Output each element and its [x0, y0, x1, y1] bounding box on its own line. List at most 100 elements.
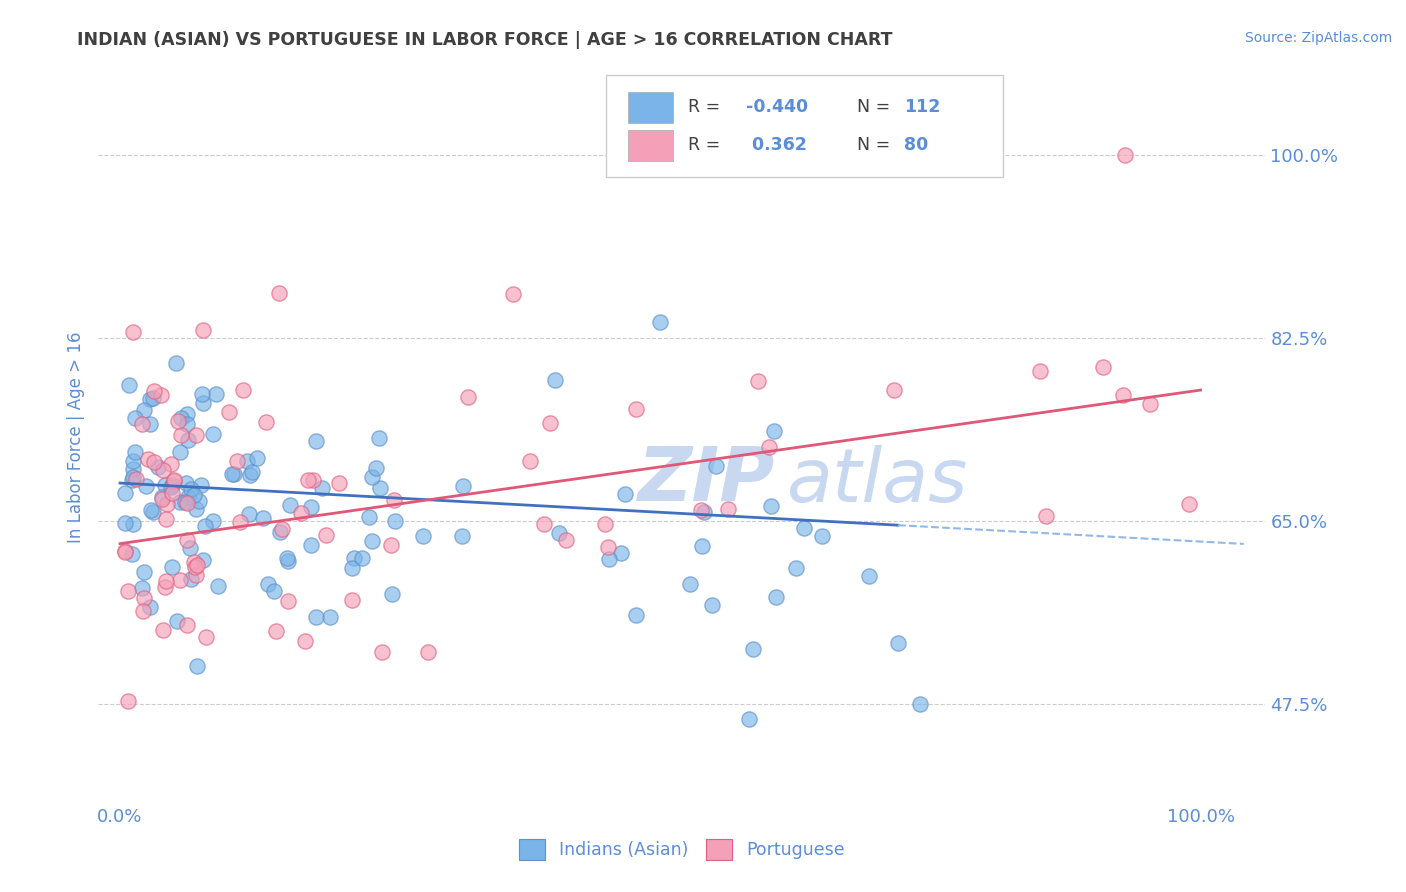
Point: [271, 522, 294, 536]
Point: [142, 455, 165, 469]
Y-axis label: In Labor Force | Age > 16: In Labor Force | Age > 16: [66, 331, 84, 543]
Point: [136, 451, 159, 466]
Point: [169, 494, 191, 508]
Point: [176, 407, 198, 421]
Text: N =: N =: [858, 98, 896, 116]
Point: [176, 533, 198, 547]
Point: [368, 431, 391, 445]
Point: [738, 712, 761, 726]
Point: [328, 475, 350, 490]
Point: [131, 417, 153, 431]
Text: 0.362: 0.362: [747, 136, 807, 154]
Legend: Indians (Asian), Portuguese: Indians (Asian), Portuguese: [512, 832, 852, 867]
Point: [519, 812, 541, 826]
Point: [114, 543, 136, 558]
Point: [278, 498, 301, 512]
Point: [221, 467, 243, 482]
Point: [180, 572, 202, 586]
Point: [160, 480, 183, 494]
Point: [598, 540, 620, 554]
Point: [717, 501, 740, 516]
Point: [340, 560, 363, 574]
Point: [194, 518, 217, 533]
Point: [176, 496, 198, 510]
Point: [364, 461, 387, 475]
Point: [121, 547, 143, 561]
Point: [148, 459, 170, 474]
Point: [232, 383, 254, 397]
Point: [228, 515, 250, 529]
Text: INDIAN (ASIAN) VS PORTUGUESE IN LABOR FORCE | AGE > 16 CORRELATION CHART: INDIAN (ASIAN) VS PORTUGUESE IN LABOR FO…: [77, 31, 893, 49]
Point: [139, 417, 162, 431]
Point: [276, 551, 298, 566]
Point: [294, 633, 316, 648]
Point: [626, 401, 648, 416]
Point: [811, 529, 834, 543]
Point: [225, 454, 247, 468]
Point: [858, 569, 880, 583]
Point: [257, 576, 280, 591]
Point: [195, 630, 218, 644]
Point: [176, 417, 198, 432]
Point: [124, 472, 146, 486]
Point: [613, 487, 636, 501]
Point: [193, 553, 215, 567]
Point: [382, 492, 405, 507]
Point: [593, 517, 616, 532]
Point: [180, 482, 202, 496]
Point: [263, 583, 285, 598]
Point: [138, 600, 160, 615]
Point: [155, 512, 177, 526]
Point: [277, 594, 299, 608]
Point: [269, 286, 291, 301]
Point: [360, 534, 382, 549]
Point: [252, 511, 274, 525]
Point: [264, 624, 287, 638]
Point: [315, 528, 337, 542]
Point: [191, 396, 214, 410]
Point: [117, 694, 139, 708]
Point: [121, 469, 143, 483]
Point: [183, 560, 205, 574]
Point: [186, 567, 208, 582]
Point: [1114, 148, 1136, 162]
Point: [152, 462, 174, 476]
Point: [785, 561, 807, 575]
Point: [177, 433, 200, 447]
Point: [1091, 359, 1114, 374]
Point: [361, 470, 384, 484]
Point: [239, 468, 262, 483]
FancyBboxPatch shape: [628, 92, 672, 122]
Point: [183, 488, 205, 502]
Point: [204, 386, 226, 401]
Point: [207, 579, 229, 593]
Point: [132, 566, 155, 580]
Point: [368, 481, 391, 495]
Point: [114, 485, 136, 500]
Point: [690, 539, 713, 553]
Point: [165, 356, 187, 370]
Point: [190, 478, 212, 492]
Point: [160, 457, 183, 471]
Point: [624, 607, 647, 622]
Point: [155, 574, 177, 589]
Point: [538, 417, 561, 431]
Point: [218, 405, 240, 419]
Point: [304, 609, 326, 624]
Point: [692, 505, 714, 519]
Point: [162, 478, 184, 492]
Point: [114, 516, 136, 530]
Point: [763, 424, 786, 438]
Point: [689, 502, 711, 516]
Point: [150, 387, 173, 401]
Point: [747, 374, 769, 388]
Point: [183, 555, 205, 569]
Point: [679, 576, 702, 591]
Point: [134, 403, 156, 417]
Text: atlas: atlas: [787, 445, 969, 517]
Point: [238, 507, 260, 521]
Point: [384, 515, 406, 529]
Point: [887, 148, 910, 162]
Point: [162, 474, 184, 488]
Point: [240, 465, 263, 479]
